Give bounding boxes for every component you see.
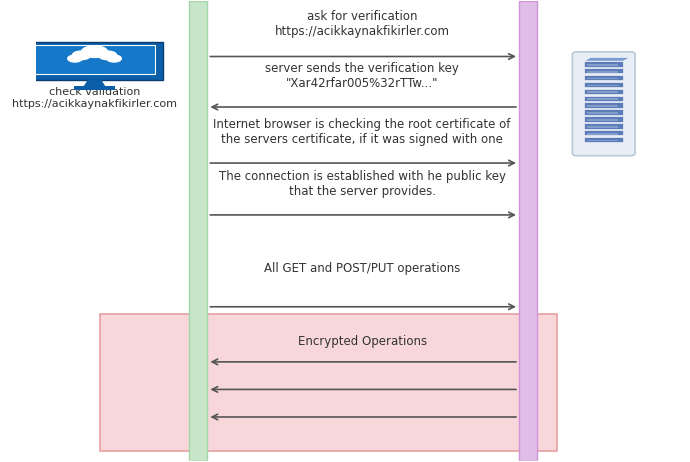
Bar <box>100 314 557 451</box>
Bar <box>189 1 208 461</box>
Bar <box>586 91 618 93</box>
Bar <box>586 78 618 79</box>
Bar <box>586 64 618 66</box>
FancyBboxPatch shape <box>584 116 623 122</box>
FancyBboxPatch shape <box>584 130 623 135</box>
Ellipse shape <box>107 55 121 62</box>
FancyBboxPatch shape <box>573 52 635 156</box>
FancyBboxPatch shape <box>584 61 623 67</box>
Polygon shape <box>584 57 630 61</box>
Bar <box>586 105 618 107</box>
FancyBboxPatch shape <box>26 42 163 80</box>
FancyBboxPatch shape <box>584 75 623 80</box>
Polygon shape <box>83 79 106 88</box>
Ellipse shape <box>99 51 117 60</box>
Bar <box>586 71 618 73</box>
Ellipse shape <box>68 55 82 62</box>
FancyBboxPatch shape <box>584 123 623 128</box>
Bar <box>74 86 115 90</box>
FancyBboxPatch shape <box>34 45 155 74</box>
FancyBboxPatch shape <box>584 103 623 108</box>
Ellipse shape <box>81 46 108 57</box>
Bar <box>519 1 537 461</box>
Text: All GET and POST/PUT operations: All GET and POST/PUT operations <box>264 262 460 275</box>
Bar <box>586 85 618 86</box>
FancyBboxPatch shape <box>584 68 623 73</box>
Text: The connection is established with he public key
that the server provides.: The connection is established with he pu… <box>219 170 506 198</box>
Bar <box>586 98 618 100</box>
Bar <box>586 112 618 114</box>
Text: Internet browser is checking the root certificate of
the servers certificate, if: Internet browser is checking the root ce… <box>213 118 511 146</box>
FancyBboxPatch shape <box>584 96 623 101</box>
Bar <box>586 119 618 121</box>
Bar <box>586 133 618 134</box>
Text: Encrypted Operations: Encrypted Operations <box>297 335 426 348</box>
Text: check validation
https://acikkaynakfikirler.com: check validation https://acikkaynakfikir… <box>12 87 177 109</box>
Text: ask for verification
https://acikkaynakfikirler.com: ask for verification https://acikkaynakf… <box>275 10 450 38</box>
Bar <box>586 140 618 141</box>
Bar <box>586 126 618 128</box>
Ellipse shape <box>72 51 90 60</box>
Text: server sends the verification key
"Xar42rfar005%32rTTw...": server sends the verification key "Xar42… <box>265 61 459 90</box>
FancyBboxPatch shape <box>584 137 623 142</box>
FancyBboxPatch shape <box>584 109 623 115</box>
FancyBboxPatch shape <box>584 89 623 94</box>
FancyBboxPatch shape <box>584 82 623 87</box>
